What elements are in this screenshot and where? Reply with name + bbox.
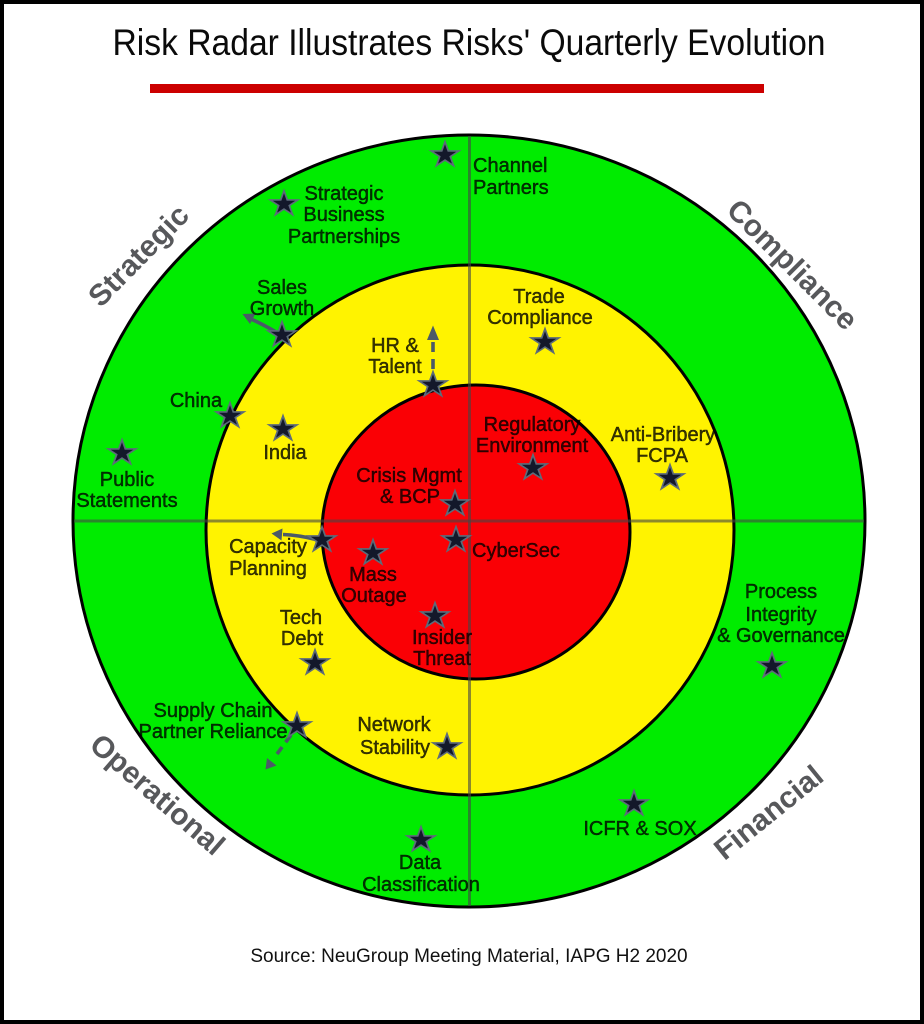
- svg-text:Planning: Planning: [229, 558, 307, 580]
- svg-text:Channel: Channel: [473, 155, 548, 177]
- svg-text:Classification: Classification: [362, 874, 480, 896]
- svg-text:Partnerships: Partnerships: [288, 226, 400, 248]
- svg-text:Environment: Environment: [476, 435, 589, 457]
- svg-text:Talent: Talent: [368, 356, 422, 378]
- svg-text:Regulatory: Regulatory: [484, 414, 581, 436]
- svg-text:Partner Reliance: Partner Reliance: [139, 721, 288, 743]
- svg-text:FCPA: FCPA: [636, 445, 689, 467]
- svg-text:Sales: Sales: [257, 277, 307, 299]
- svg-text:Mass: Mass: [349, 564, 397, 586]
- svg-text:Compliance: Compliance: [487, 307, 593, 329]
- svg-text:Debt: Debt: [281, 628, 324, 650]
- svg-text:Statements: Statements: [76, 490, 177, 512]
- svg-text:Crisis Mgmt: Crisis Mgmt: [356, 465, 462, 487]
- svg-text:Trade: Trade: [513, 286, 565, 308]
- svg-text:Supply Chain: Supply Chain: [154, 700, 273, 722]
- svg-text:ICFR & SOX: ICFR & SOX: [583, 818, 696, 840]
- svg-text:& Governance: & Governance: [717, 625, 845, 647]
- svg-text:Process: Process: [745, 581, 817, 603]
- svg-text:Threat: Threat: [413, 648, 471, 670]
- svg-text:Public: Public: [100, 469, 154, 491]
- svg-text:Integrity: Integrity: [745, 604, 816, 626]
- svg-text:CyberSec: CyberSec: [472, 540, 560, 562]
- svg-text:Stability: Stability: [360, 737, 430, 759]
- svg-text:Partners: Partners: [473, 177, 549, 199]
- svg-text:Capacity: Capacity: [229, 536, 307, 558]
- svg-text:Tech: Tech: [280, 607, 322, 629]
- svg-text:Strategic: Strategic: [305, 183, 384, 205]
- svg-text:Anti-Bribery: Anti-Bribery: [611, 424, 715, 446]
- svg-text:Risk Radar Illustrates Risks': Risk Radar Illustrates Risks' Quarterly …: [113, 22, 826, 63]
- svg-text:HR &: HR &: [371, 335, 419, 357]
- svg-text:Insider: Insider: [412, 627, 472, 649]
- svg-text:& BCP: & BCP: [380, 486, 440, 508]
- svg-text:Source: NeuGroup Meeting Mater: Source: NeuGroup Meeting Material, IAPG …: [250, 946, 687, 967]
- svg-text:Data: Data: [399, 852, 442, 874]
- svg-text:China: China: [170, 390, 223, 412]
- svg-text:Business: Business: [303, 204, 384, 226]
- svg-text:Growth: Growth: [250, 298, 314, 320]
- svg-text:India: India: [263, 442, 307, 464]
- svg-text:Outage: Outage: [341, 585, 407, 607]
- svg-text:Network: Network: [357, 714, 431, 736]
